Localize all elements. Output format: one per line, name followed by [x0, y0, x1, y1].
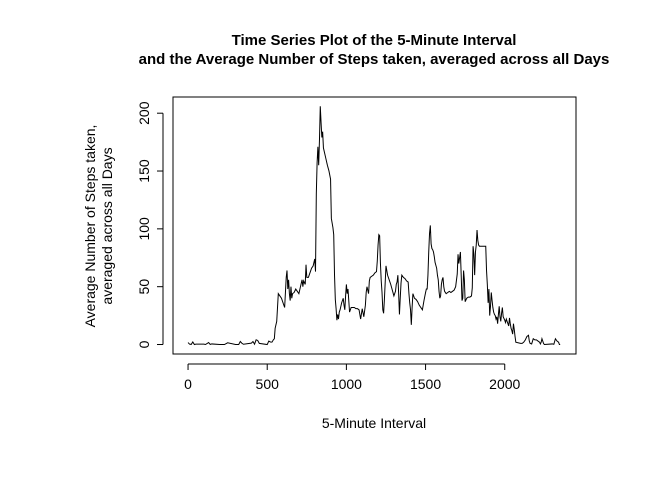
y-axis-title-line-2: averaged across all Days — [99, 147, 115, 304]
x-tick-label: 1000 — [331, 376, 362, 392]
y-axis: 0 50 100 150 200 — [136, 101, 164, 348]
y-axis-title-line-1: Average Number of Steps taken, — [82, 125, 98, 328]
steps-series-line — [187, 106, 561, 346]
y-tick-label: 150 — [136, 159, 152, 183]
x-axis-title: 5-Minute Interval — [322, 415, 426, 431]
y-tick-label: 50 — [136, 279, 152, 295]
plot-frame — [172, 96, 577, 355]
x-tick-label: 2000 — [489, 376, 520, 392]
y-tick-label: 200 — [136, 101, 152, 125]
x-axis: 0 500 1000 1500 2000 — [184, 363, 521, 392]
chart-title-line-2: and the Average Number of Steps taken, a… — [139, 51, 610, 68]
x-tick-label: 500 — [256, 376, 280, 392]
y-tick-label: 0 — [136, 340, 152, 348]
x-tick-label: 0 — [184, 376, 192, 392]
y-tick-label: 100 — [136, 217, 152, 241]
chart-title-line-1: Time Series Plot of the 5-Minute Interva… — [232, 32, 517, 49]
x-tick-label: 1500 — [410, 376, 441, 392]
